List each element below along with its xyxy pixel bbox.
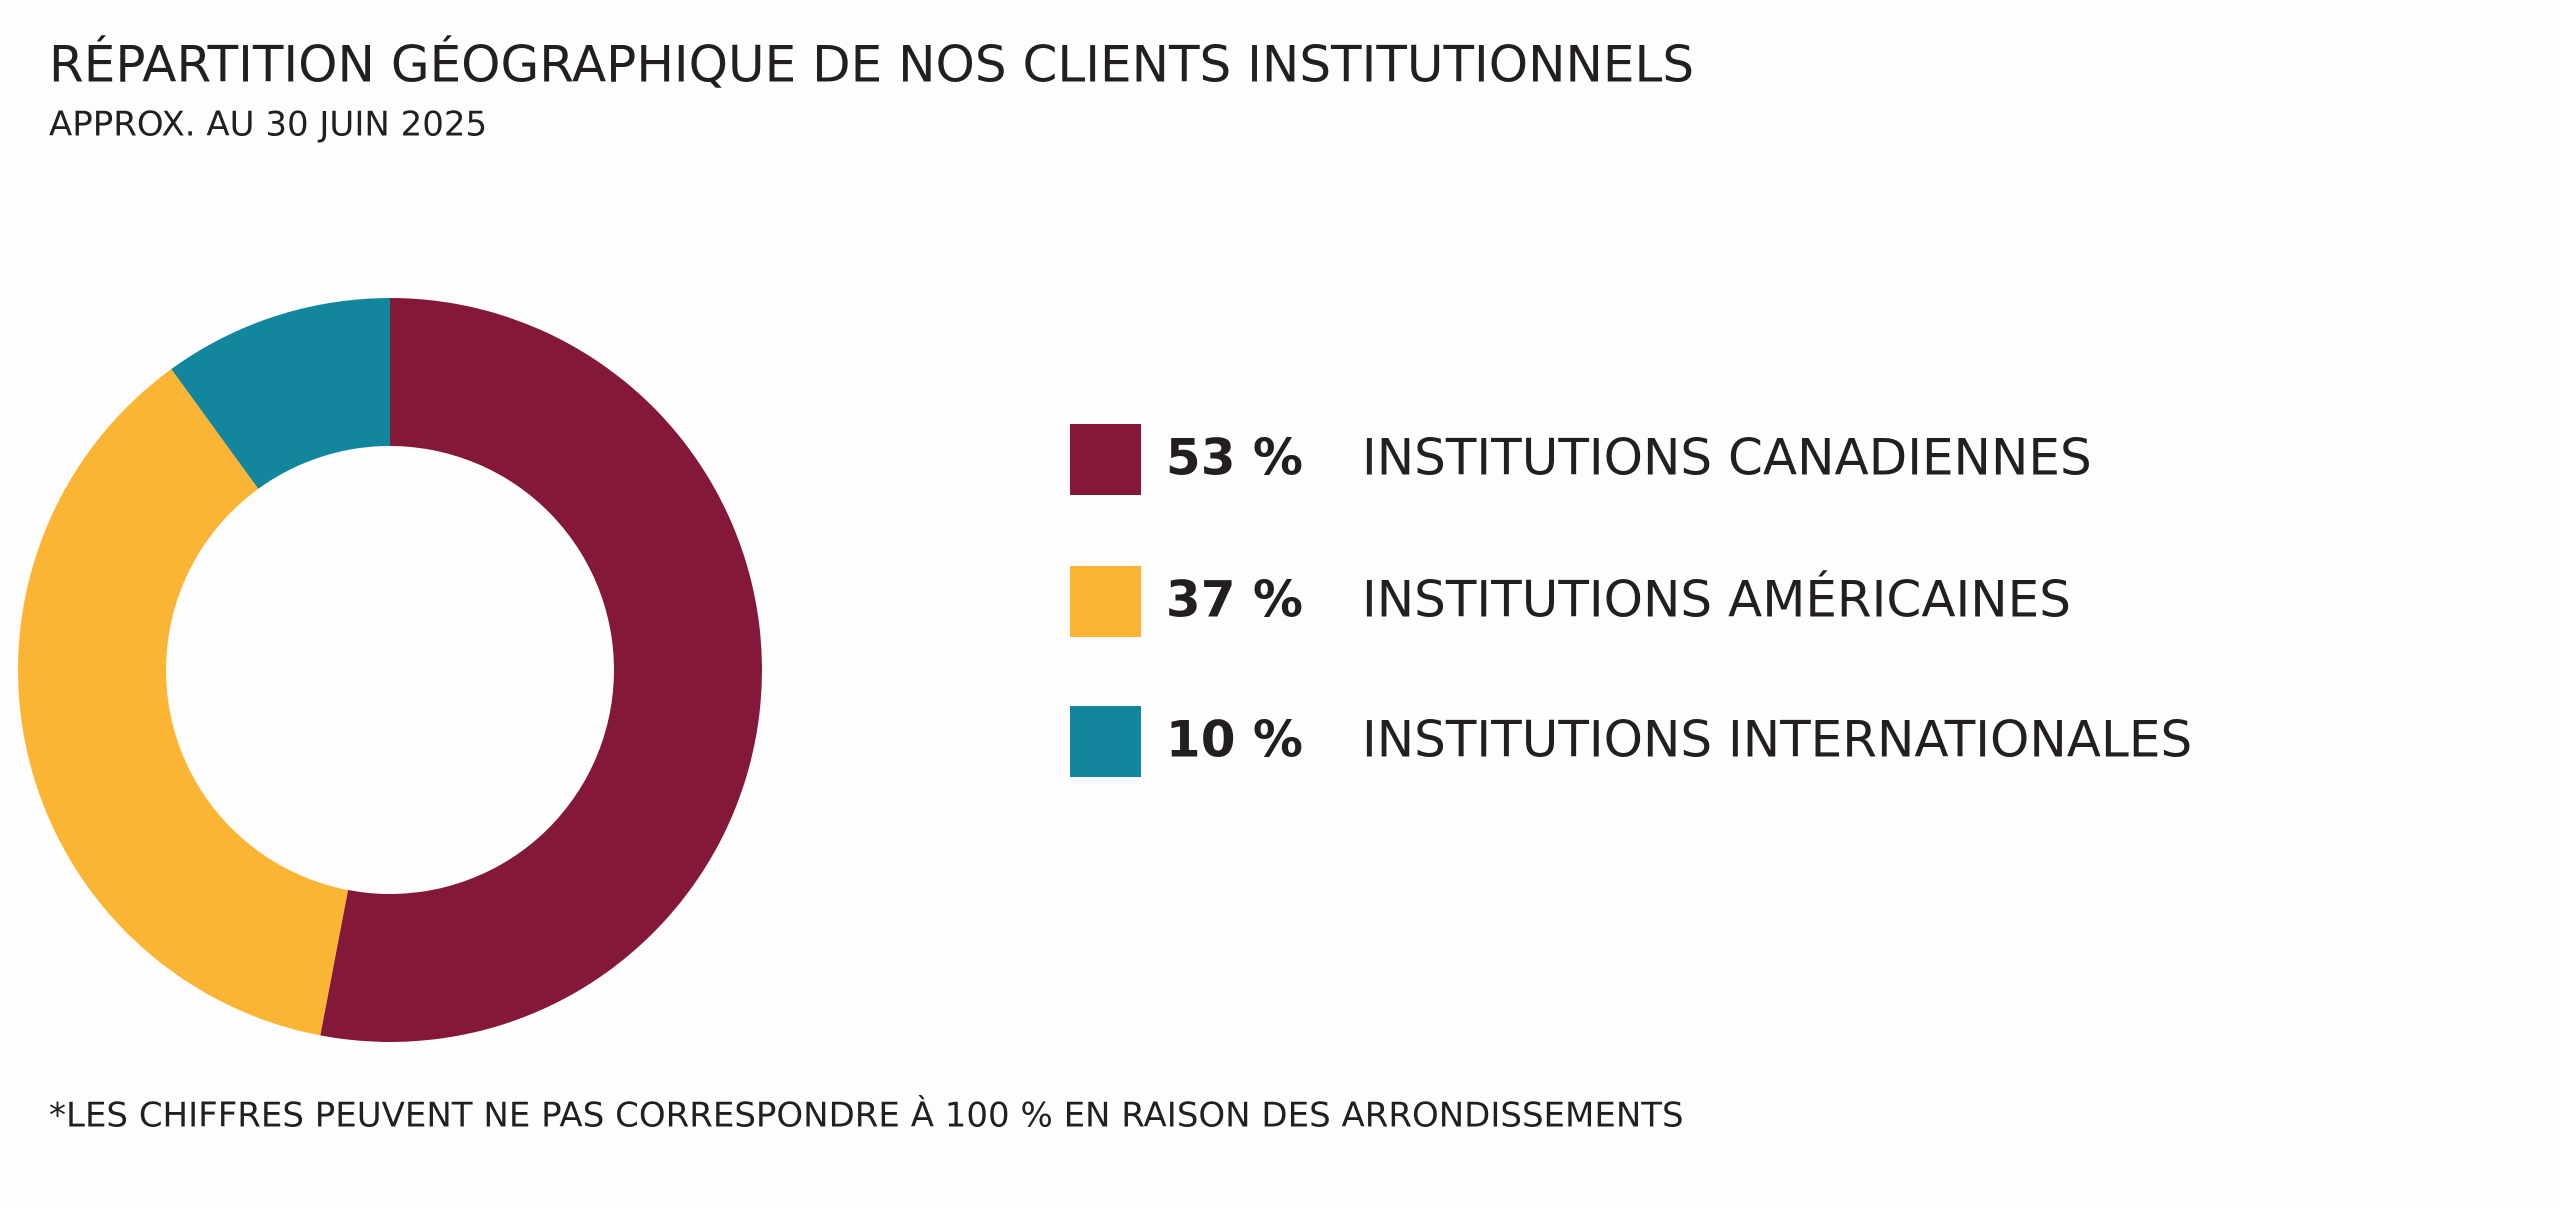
value-label: 37 %	[1166, 571, 1303, 629]
footnote: *LES CHIFFRES PEUVENT NE PAS CORRESPONDR…	[49, 1095, 1684, 1136]
donut-slice	[17, 369, 349, 1036]
legend-swatch	[1070, 566, 1141, 637]
donut-slice	[171, 298, 390, 489]
value-label: 53 %	[1166, 429, 1303, 487]
chart-title: RÉPARTITION GÉOGRAPHIQUE DE NOS CLIENTS …	[49, 35, 1694, 94]
legend-swatch	[1070, 424, 1141, 495]
chart-subtitle: APPROX. AU 30 JUIN 2025	[49, 105, 487, 145]
legend-label: INSTITUTIONS AMÉRICAINES	[1362, 570, 2071, 629]
legend-label: INSTITUTIONS CANADIENNES	[1362, 429, 2092, 487]
legend-label: INSTITUTIONS INTERNATIONALES	[1362, 711, 2192, 769]
donut-slice	[320, 298, 762, 1042]
legend-swatch	[1070, 706, 1141, 777]
value-label: 10 %	[1166, 711, 1303, 769]
